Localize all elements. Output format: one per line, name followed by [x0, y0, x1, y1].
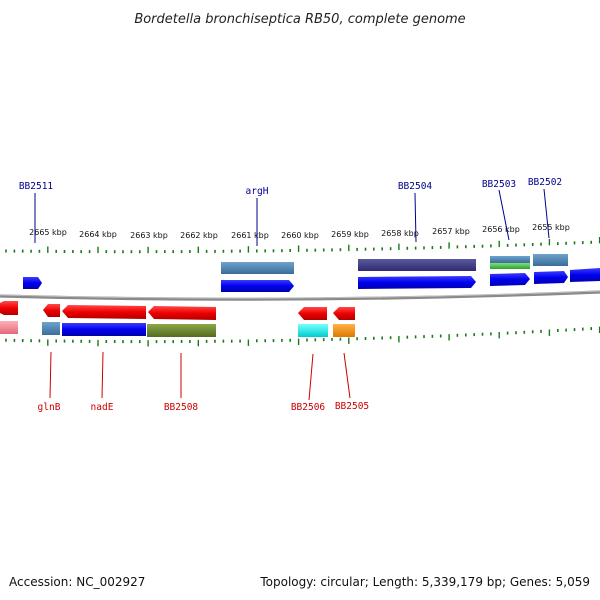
gene-bb2508-feature[interactable] [147, 324, 216, 337]
gene-bb2506[interactable] [298, 307, 327, 320]
kbp-label: 2661 kbp [231, 231, 269, 240]
gene-partial-left-feature[interactable] [0, 321, 18, 334]
gene-bb2505-feature[interactable] [333, 324, 355, 337]
gene-label-bb2508[interactable]: BB2508 [164, 402, 199, 413]
gene-bb2503[interactable] [490, 273, 530, 286]
gene-label-bb2503[interactable]: BB2503 [482, 179, 516, 190]
kbp-label: 2660 kbp [281, 231, 319, 240]
kbp-label: 2662 kbp [180, 231, 218, 240]
gene-argh[interactable] [221, 280, 294, 292]
kbp-label: 2659 kbp [331, 230, 369, 239]
gene-nade-feature[interactable] [62, 323, 146, 336]
label-leader [543, 188, 550, 239]
map-title: Bordetella bronchiseptica RB50, complete… [134, 12, 465, 27]
gene-bb2511[interactable] [23, 277, 42, 289]
top-gene-labels: BB2511 argH BB2504 BB2503 BB2502 [19, 177, 562, 246]
gene-bb2502[interactable] [534, 271, 568, 284]
gene-bb2504-feature[interactable] [358, 259, 476, 271]
label-leader [49, 351, 52, 399]
accession-text: Accession: NC_002927 [9, 575, 145, 589]
gene-bb2503-feature[interactable] [490, 256, 530, 263]
reverse-strand-genes [0, 301, 355, 337]
topology-summary: Topology: circular; Length: 5,339,179 bp… [259, 575, 590, 589]
gene-glnb-feature[interactable] [42, 322, 60, 335]
gene-argh-feature[interactable] [221, 262, 294, 274]
label-leader [308, 353, 314, 401]
label-leader [343, 352, 351, 399]
label-leader [101, 351, 104, 399]
kbp-label: 2656 kbp [482, 225, 520, 234]
gene-label-bb2506[interactable]: BB2506 [291, 402, 326, 413]
kbp-label: 2664 kbp [79, 230, 117, 239]
gene-bb2505[interactable] [333, 307, 355, 320]
gene-bb2503-feature-2[interactable] [490, 263, 530, 269]
kbp-label: 2658 kbp [381, 229, 419, 238]
genome-backbone [0, 290, 600, 301]
gene-label-nade[interactable]: nadE [91, 402, 114, 413]
forward-strand-genes [23, 254, 600, 292]
gene-label-bb2511[interactable]: BB2511 [19, 181, 54, 192]
top-tick-row [5, 237, 600, 254]
gene-label-bb2504[interactable]: BB2504 [398, 181, 433, 192]
gene-glnb[interactable] [43, 304, 60, 317]
gene-label-bb2502[interactable]: BB2502 [528, 177, 562, 188]
kbp-label: 2657 kbp [432, 227, 470, 236]
kbp-label: 2655 kbp [532, 223, 570, 232]
kbp-label: 2663 kbp [130, 231, 168, 240]
label-leader [414, 192, 417, 243]
gene-bb2504[interactable] [358, 276, 476, 289]
gene-bb2502-feature[interactable] [533, 254, 568, 266]
gene-label-bb2505[interactable]: BB2505 [335, 401, 369, 412]
gene-bb2506-feature[interactable] [298, 324, 328, 337]
bottom-gene-labels: glnB nadE BB2508 BB2506 BB2505 [38, 351, 369, 413]
gene-nade[interactable] [62, 305, 146, 319]
kbp-label: 2665 kbp [29, 228, 67, 237]
label-leader [498, 189, 510, 241]
gene-bb2501-partial[interactable] [570, 268, 600, 282]
kbp-axis-labels: 2665 kbp 2664 kbp 2663 kbp 2662 kbp 2661… [29, 223, 570, 240]
gene-label-glnb[interactable]: glnB [38, 402, 61, 413]
gene-bb2508[interactable] [148, 306, 216, 320]
genome-backbone-highlight [0, 290, 600, 299]
gene-partial-left[interactable] [0, 301, 18, 315]
bottom-tick-row [5, 326, 600, 347]
gene-label-argh[interactable]: argH [246, 186, 269, 197]
